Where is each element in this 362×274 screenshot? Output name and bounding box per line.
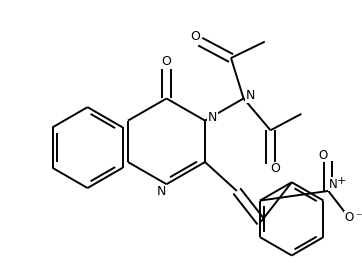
Text: O: O xyxy=(319,149,328,162)
Text: N: N xyxy=(329,178,337,191)
Text: ⁻: ⁻ xyxy=(355,212,362,224)
Text: O: O xyxy=(345,212,354,224)
Text: +: + xyxy=(337,176,346,186)
Text: O: O xyxy=(270,162,280,175)
Text: N: N xyxy=(208,111,218,124)
Text: O: O xyxy=(190,30,200,43)
Text: N: N xyxy=(245,89,255,102)
Text: N: N xyxy=(157,185,167,198)
Text: O: O xyxy=(161,55,172,68)
